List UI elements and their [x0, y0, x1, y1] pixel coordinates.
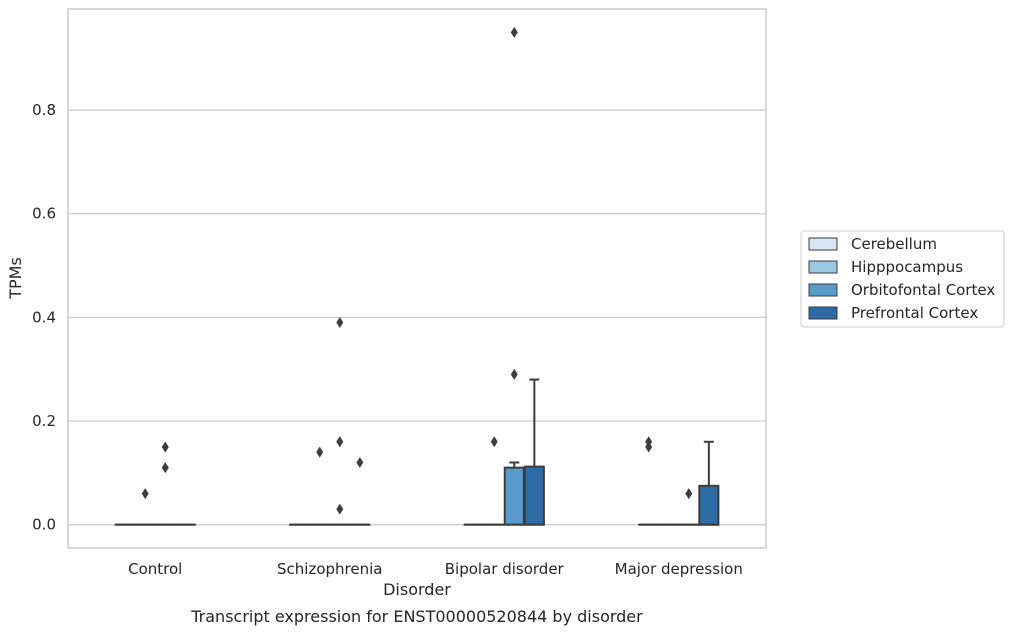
y-tick-label: 0.8	[32, 101, 56, 119]
outlier-point	[161, 462, 169, 474]
legend-swatch	[808, 237, 838, 251]
x-tick-label: Schizophrenia	[277, 560, 382, 578]
box-orbitofontal-cortex	[503, 26, 525, 526]
outlier-point	[141, 488, 149, 500]
outlier-point	[356, 456, 364, 468]
box-cerebellum	[638, 436, 660, 526]
y-tick-label: 0.0	[32, 516, 56, 534]
x-tick-label: Major depression	[615, 560, 743, 578]
legend-items: Cerebellum Hipppocampus Orbitofontal Corte…	[808, 235, 995, 322]
outlier-point	[510, 26, 518, 38]
legend-swatch	[808, 283, 838, 297]
outlier-point	[490, 436, 498, 448]
box-orbitofontal-cortex	[329, 317, 351, 526]
outlier-point	[645, 441, 653, 453]
box-hipppocampus	[309, 446, 331, 526]
legend-label: Cerebellum	[851, 235, 937, 253]
outlier-point	[161, 441, 169, 453]
grid-lines	[68, 109, 766, 526]
outlier-point	[685, 488, 693, 500]
y-tick-labels: 0.0 0.2 0.4 0.6 0.8	[32, 101, 56, 534]
outlier-point	[336, 503, 344, 515]
legend-label: Hipppocampus	[851, 258, 963, 276]
y-tick-label: 0.2	[32, 412, 56, 430]
box-orbitofontal-cortex	[154, 441, 176, 526]
y-tick-label: 0.6	[32, 205, 56, 223]
box-prefrontal-cortex	[523, 378, 545, 526]
outlier-point	[510, 368, 518, 380]
x-axis-label: Disorder	[383, 580, 451, 599]
box-hipppocampus	[483, 436, 505, 526]
outlier-point	[336, 317, 344, 329]
x-tick-labels: Control Schizophrenia Bipolar disorder Majo…	[128, 560, 743, 578]
legend-swatch	[808, 260, 838, 274]
y-tick-label: 0.4	[32, 308, 56, 326]
legend-label: Orbitofontal Cortex	[851, 281, 995, 299]
box-body	[698, 484, 720, 526]
legend-label: Prefrontal Cortex	[851, 304, 978, 322]
y-axis-label: TPMs	[6, 257, 25, 300]
legend-frame	[800, 230, 1005, 328]
chart-caption: Transcript expression for ENST0000052084…	[190, 607, 643, 626]
x-tick-label: Control	[128, 560, 182, 578]
outlier-point	[316, 446, 324, 458]
x-tick-label: Bipolar disorder	[445, 560, 565, 578]
outlier-point	[336, 436, 344, 448]
box-prefrontal-cortex	[698, 440, 720, 526]
box-body	[503, 466, 525, 526]
box-plots	[114, 26, 720, 526]
legend-swatch	[808, 306, 838, 320]
box-hipppocampus	[134, 488, 156, 526]
box-body	[523, 465, 545, 526]
plot-frame	[67, 8, 767, 549]
legend: Cerebellum Hipppocampus Orbitofontal Corte…	[800, 230, 1005, 328]
box-prefrontal-cortex	[349, 456, 371, 526]
box-orbitofontal-cortex	[678, 488, 700, 526]
